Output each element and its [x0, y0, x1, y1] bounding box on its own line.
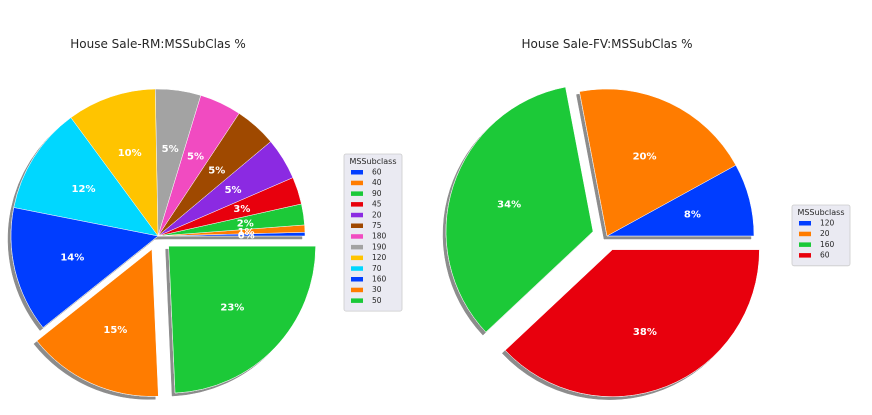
- legend-swatch: [799, 231, 811, 237]
- pie-percent-label: 14%: [60, 252, 84, 263]
- pie-percent-label: 3%: [233, 204, 250, 215]
- pie-percent-label: 2%: [237, 219, 254, 230]
- pie-percent-label: 5%: [187, 152, 204, 163]
- legend-swatch: [351, 191, 363, 196]
- pie-percent-labels: 8% 20% 34% 38%: [497, 152, 701, 338]
- pie-percent-label: 10%: [118, 148, 142, 159]
- pie-percent-labels: 0%1%2%3%5%5%5%5%10%12%14%15%23%: [60, 144, 254, 336]
- pie-slice-120: [70, 88, 159, 237]
- pie-percent-label: 0%: [238, 230, 255, 241]
- legend-label: 30: [372, 285, 382, 294]
- legend-label: 60: [372, 168, 382, 177]
- legend-frame: [791, 204, 851, 267]
- legend-label: 60: [820, 251, 830, 260]
- legend-label: 160: [820, 240, 835, 249]
- legend-swatch: [351, 266, 363, 271]
- legend-swatch: [799, 221, 811, 226]
- chart-title: House Sale-RM:MSSubClas %: [70, 37, 246, 51]
- legend-label: 50: [372, 296, 382, 305]
- pie-percent-label: 5%: [225, 185, 242, 196]
- pie-slices: [10, 88, 316, 397]
- legend-label: 190: [372, 242, 387, 251]
- pie-slice-60: [504, 249, 760, 397]
- legend-label: 20: [820, 229, 830, 238]
- legend-title: MSSubclass: [797, 208, 844, 217]
- legend-swatch: [351, 212, 363, 218]
- pie-percent-label: 12%: [72, 184, 96, 195]
- pie-percent-label: 34%: [497, 200, 521, 211]
- pie-percent-label: 1%: [238, 227, 255, 238]
- legend-swatch: [351, 202, 363, 207]
- legend-label: 70: [372, 264, 382, 273]
- legend-label: 180: [372, 232, 387, 241]
- pie-percent-label: 5%: [208, 166, 225, 177]
- legend-swatch: [351, 298, 363, 303]
- legend-swatch: [351, 277, 363, 282]
- legend-label: 20: [372, 210, 382, 219]
- legend-swatch: [351, 180, 363, 186]
- legend-label: 160: [372, 275, 387, 284]
- pie-chart-rm: House Sale-RM:MSSubClas % 0%1%2%3%5%5%5%…: [10, 37, 403, 397]
- pie-slice-70: [13, 117, 159, 237]
- pie-slices: [445, 86, 760, 397]
- pie-percent-label: 8%: [684, 210, 701, 221]
- legend-label: 45: [372, 200, 382, 209]
- legend-label: 120: [372, 253, 387, 262]
- pie-slice-160: [445, 86, 594, 333]
- legend-swatch: [351, 234, 363, 239]
- pie-percent-label: 23%: [220, 303, 244, 314]
- legend-title: MSSubclass: [349, 157, 396, 166]
- legend-swatch: [351, 287, 363, 293]
- pie-slice-30: [36, 248, 159, 397]
- pie-slice-20: [579, 88, 737, 237]
- legend-swatch: [799, 242, 811, 247]
- pie-percent-label: 38%: [633, 327, 657, 338]
- legend-label: 90: [372, 189, 382, 198]
- pie-chart-fv: House Sale-FV:MSSubClas % 8% 20% 34% 38% MS…: [445, 37, 851, 397]
- legend-label: 40: [372, 178, 382, 187]
- pie-percent-label: 15%: [103, 325, 127, 336]
- legend-swatch: [351, 170, 363, 175]
- legend-swatch: [351, 255, 363, 261]
- legend-swatch: [799, 253, 811, 258]
- pie-percent-label: 20%: [633, 152, 657, 163]
- pie-percent-label: 5%: [162, 144, 179, 155]
- legend-swatch: [351, 223, 363, 228]
- legend-swatch: [351, 244, 363, 250]
- chart-title: House Sale-FV:MSSubClas %: [522, 37, 693, 51]
- pie-slice-50: [168, 245, 316, 394]
- legend-label: 75: [372, 221, 382, 230]
- legend-label: 120: [820, 219, 835, 228]
- pie-slice-160: [10, 207, 159, 328]
